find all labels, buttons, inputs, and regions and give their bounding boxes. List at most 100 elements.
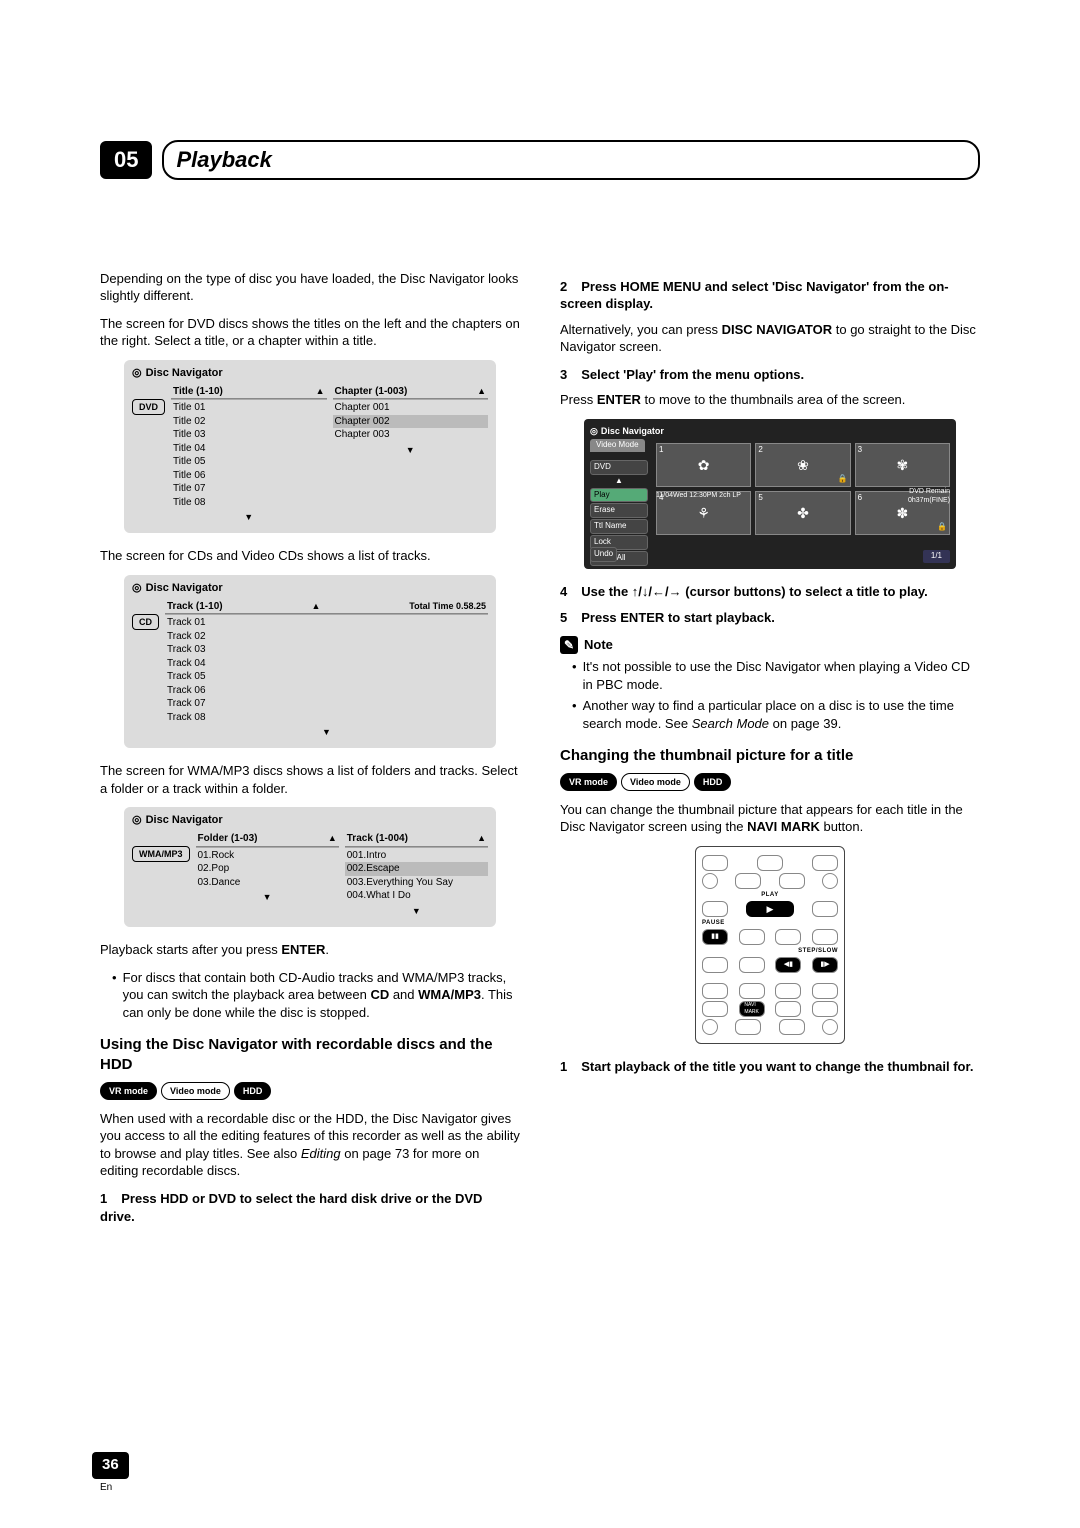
dvd-remain: DVD Remain0h37m(FINE) [908, 487, 950, 506]
intro-para-2: The screen for DVD discs shows the title… [100, 315, 520, 350]
track-item: Track 06 [165, 684, 488, 698]
badge-hdd: HDD [234, 1082, 272, 1100]
title-item: Title 05 [171, 455, 327, 469]
page-footer: 36 En [92, 1452, 129, 1494]
alt-para: Alternatively, you can press DISC NAVIGA… [560, 321, 980, 356]
left-column: Depending on the type of disc you have l… [100, 270, 520, 1233]
step-3: 3Select 'Play' from the menu options. [560, 366, 980, 384]
step-2: 2Press HOME MENU and select 'Disc Naviga… [560, 278, 980, 313]
down-arrow-icon: ▼ [345, 905, 488, 917]
pause-label: PAUSE [702, 919, 725, 927]
title-item: Title 02 [171, 415, 327, 429]
thumbnail-cell: 3✾ [855, 443, 950, 487]
badge-hdd: HDD [694, 773, 732, 791]
badge-video-mode: Video mode [161, 1082, 230, 1100]
lock-icon: 🔒 [838, 474, 848, 485]
remote-button [775, 983, 801, 999]
track-item: 001.Intro [345, 849, 488, 863]
subheading-thumbnail: Changing the thumbnail picture for a tit… [560, 746, 980, 766]
disc-navigator-dvd: Disc Navigator DVD Title (1-10)▲ Title 0… [124, 360, 496, 533]
remote-button [702, 1019, 718, 1035]
nav-disc-label: DVD [132, 399, 165, 415]
remote-button [702, 1001, 728, 1017]
title-item: Title 04 [171, 442, 327, 456]
nav-disc-label: WMA/MP3 [132, 846, 190, 862]
play-label: PLAY [702, 891, 838, 899]
title-item: Title 06 [171, 469, 327, 483]
remote-button [812, 929, 838, 945]
right-column: 2Press HOME MENU and select 'Disc Naviga… [560, 270, 980, 1233]
up-arrow-icon: ▲ [590, 476, 648, 487]
note-icon: ✎ [560, 636, 578, 654]
remote-button [822, 1019, 838, 1035]
up-arrow-icon: ▲ [477, 832, 486, 846]
remote-button [739, 957, 765, 973]
chapter-header: 05 Playback [100, 140, 980, 180]
page-number: 36 [92, 1452, 129, 1478]
thumbnail-cell: 2❀🔒 [755, 443, 850, 487]
remote-button [812, 855, 838, 871]
track-item: Track 03 [165, 643, 488, 657]
folders-header: Folder (1-03) [198, 832, 258, 846]
press-enter-para: Press ENTER to move to the thumbnails ar… [560, 391, 980, 409]
down-arrow-icon: ▼ [165, 726, 488, 738]
track-item: 004.What I Do [345, 889, 488, 903]
nav-disc-label: CD [132, 614, 159, 630]
video-mode-tab: Video Mode [590, 439, 645, 452]
nav-title: Disc Navigator [590, 425, 950, 437]
remote-button [757, 855, 783, 871]
down-arrow-icon: ▼ [196, 891, 339, 903]
step-5: 5Press ENTER to start playback. [560, 609, 980, 627]
side-dvd: DVD [590, 460, 648, 475]
disc-navigator-mp3: Disc Navigator WMA/MP3 Folder (1-03)▲ 01… [124, 807, 496, 926]
note-bullet-2: Another way to find a particular place o… [572, 697, 980, 732]
remote-button [812, 1001, 838, 1017]
up-arrow-icon: ▲ [328, 832, 337, 846]
total-time: Total Time 0.58.25 [409, 600, 486, 614]
title-item: Title 07 [171, 482, 327, 496]
pause-button: ▮▮ [702, 929, 728, 945]
side-ttl-name: Ttl Name [590, 519, 648, 534]
tracks-header: Track (1-10) [167, 600, 223, 614]
step-fwd-button: ▮▶ [812, 957, 838, 973]
badge-vr-mode: VR mode [560, 773, 617, 791]
remote-button [822, 873, 838, 889]
thumb-change-para: You can change the thumbnail picture tha… [560, 801, 980, 836]
disc-navigator-thumbnails: Disc Navigator Video Mode DVD ▲ Play Era… [584, 419, 956, 569]
intro-para-1: Depending on the type of disc you have l… [100, 270, 520, 305]
step-label: STEP/SLOW [798, 947, 838, 955]
folder-item: 01.Rock [196, 849, 339, 863]
track-item: Track 04 [165, 657, 488, 671]
nav-title: Disc Navigator [132, 366, 488, 381]
title-item: Title 08 [171, 496, 327, 510]
undo-button: Undo [590, 546, 617, 563]
track-item: 002.Escape [345, 862, 488, 876]
track-item: Track 02 [165, 630, 488, 644]
remote-button [779, 873, 805, 889]
remote-button [812, 983, 838, 999]
remote-button [739, 983, 765, 999]
step-back-button: ◀▮ [775, 957, 801, 973]
remote-button [702, 855, 728, 871]
title-item: Title 01 [171, 401, 327, 415]
remote-button [702, 957, 728, 973]
track-item: Track 07 [165, 697, 488, 711]
play-button: ▶ [746, 901, 794, 917]
up-arrow-icon: ▲ [311, 600, 320, 614]
step-4: 4Use the ↑/↓/←/→ (cursor buttons) to sel… [560, 583, 980, 601]
up-arrow-icon: ▲ [477, 385, 486, 399]
remote-button [702, 901, 728, 917]
remote-button [775, 929, 801, 945]
down-arrow-icon: ▼ [333, 444, 489, 456]
mode-badges: VR mode Video mode HDD [560, 773, 980, 791]
enter-para: Playback starts after you press ENTER. [100, 941, 520, 959]
side-play: Play [590, 488, 648, 503]
chapters-header: Chapter (1-003) [335, 385, 408, 399]
down-arrow-icon: ▼ [171, 511, 327, 523]
cd-para: The screen for CDs and Video CDs shows a… [100, 547, 520, 565]
folder-item: 02.Pop [196, 862, 339, 876]
disc-navigator-cd: Disc Navigator CD Track (1-10) ▲ Total T… [124, 575, 496, 748]
down-arrow-icon: ▼ [590, 567, 648, 578]
remote-button [775, 1001, 801, 1017]
navi-mark-button: NAVI MARK [739, 1001, 765, 1017]
